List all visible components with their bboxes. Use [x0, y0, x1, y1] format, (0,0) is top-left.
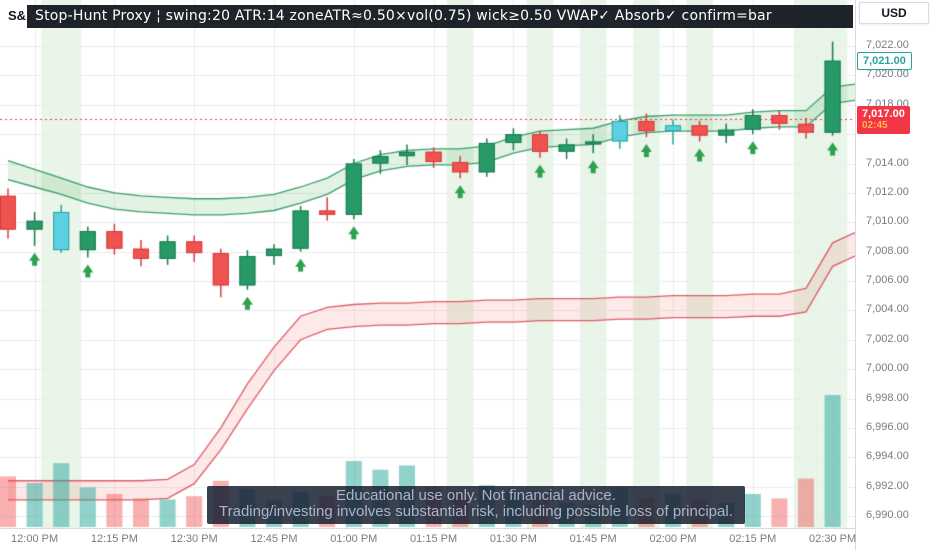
symbol-name: S& — [8, 8, 27, 23]
price-axis[interactable]: USD 7,022.00 7,020.00 7,018.00 7,014.00 7,01… — [855, 0, 932, 550]
price-axis-label: 7,006.00 — [866, 274, 909, 286]
time-axis-label: 01:30 PM — [489, 533, 537, 545]
time-axis-label: 12:15 PM — [90, 533, 138, 545]
currency-button[interactable]: USD — [859, 2, 929, 24]
disclaimer-overlay: Educational use only. Not financial advi… — [207, 486, 745, 524]
time-axis-label: 12:00 PM — [11, 533, 59, 545]
price-axis-label: 6,994.00 — [866, 450, 909, 463]
price-axis-label: 7,022.00 — [866, 39, 909, 51]
price-axis-label: 6,992.00 — [866, 479, 909, 492]
time-axis[interactable]: 12:00 PM 12:15 PM 12:30 PM 12:45 PM 01:00 PM… — [0, 528, 856, 550]
price-axis-label: 7,012.00 — [866, 185, 909, 198]
price-axis-label: 7,010.00 — [866, 215, 909, 228]
chart-pane[interactable]: S& Stop-Hunt Proxy ¦ swing:20 ATR:14 zon… — [0, 0, 855, 528]
price-axis-label: 7,014.00 — [866, 156, 909, 169]
time-axis-label: 12:30 PM — [170, 533, 218, 545]
price-axis-label: 7,008.00 — [866, 244, 909, 257]
time-axis-label: 01:15 PM — [410, 533, 458, 545]
time-axis-label: 02:30 PM — [809, 533, 856, 545]
last-price-value: 7,017.00 — [862, 108, 905, 121]
time-axis-label: 02:15 PM — [729, 533, 777, 545]
time-axis-label: 12:45 PM — [250, 533, 298, 545]
price-axis-label: 7,002.00 — [866, 332, 909, 345]
disclaimer-line-1: Educational use only. Not financial advi… — [335, 487, 616, 504]
price-axis-label: 7,000.00 — [866, 362, 909, 375]
indicator-value-label: 7,021.00 — [857, 51, 912, 70]
candlestick-chart-canvas[interactable] — [0, 0, 855, 528]
price-axis-label: 7,020.00 — [866, 68, 909, 81]
last-price-label: 7,017.00 02:45 — [857, 106, 910, 135]
disclaimer-line-2: Trading/investing involves substantial r… — [219, 503, 733, 520]
time-axis-label: 02:00 PM — [649, 533, 697, 545]
time-axis-labels: 12:00 PM 12:15 PM 12:30 PM 12:45 PM 01:00 PM… — [0, 529, 856, 550]
bar-countdown: 02:45 — [862, 120, 888, 132]
price-axis-label: 6,998.00 — [866, 391, 909, 404]
indicator-status-banner: Stop-Hunt Proxy ¦ swing:20 ATR:14 zoneAT… — [27, 5, 853, 28]
price-axis-label: 6,990.00 — [866, 509, 909, 521]
time-axis-label: 01:00 PM — [330, 533, 378, 545]
price-axis-label: 6,996.00 — [866, 420, 909, 433]
time-axis-label: 01:45 PM — [569, 533, 617, 545]
price-axis-label: 7,004.00 — [866, 303, 909, 316]
